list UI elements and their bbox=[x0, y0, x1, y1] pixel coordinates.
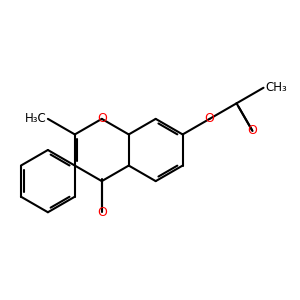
Text: O: O bbox=[247, 124, 257, 137]
Text: O: O bbox=[97, 112, 107, 125]
Text: H₃C: H₃C bbox=[25, 112, 47, 125]
Text: CH₃: CH₃ bbox=[266, 81, 287, 94]
Text: O: O bbox=[205, 112, 214, 125]
Text: O: O bbox=[97, 206, 107, 219]
